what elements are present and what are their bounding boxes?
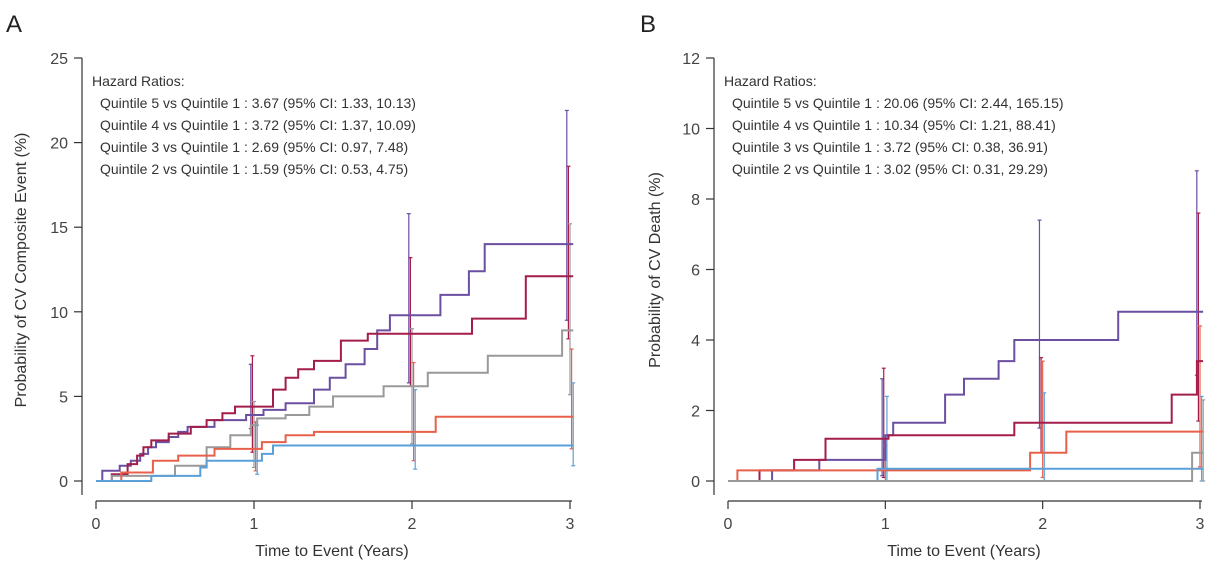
y-tick-label: 2 (691, 404, 700, 421)
x-tick-label: 2 (1038, 516, 1047, 533)
x-tick-label: 0 (92, 516, 101, 533)
x-tick-label: 1 (250, 516, 259, 533)
series-line (96, 243, 574, 482)
series-line (96, 415, 574, 482)
series-line (728, 430, 1204, 482)
y-tick-label: 0 (691, 474, 700, 491)
x-tick-label: 3 (1196, 516, 1205, 533)
y-tick-label: 12 (682, 51, 700, 68)
y-tick-label: 0 (59, 474, 68, 491)
x-axis-title: Time to Event (Years) (887, 543, 1041, 560)
y-tick-label: 6 (691, 263, 700, 280)
y-axis-title: Probability of CV Composite Event (%) (13, 133, 30, 408)
ci-error-bar (413, 389, 418, 470)
hazard-ratio-title: Hazard Ratios: (92, 73, 185, 89)
hazard-ratio-line: Quintile 2 vs Quintile 1 : 3.02 (95% CI:… (732, 161, 1048, 177)
hazard-ratio-line: Quintile 4 vs Quintile 1 : 10.34 (95% CI… (732, 117, 1056, 133)
y-tick-label: 8 (691, 192, 700, 209)
y-tick-label: 20 (50, 136, 68, 153)
y-tick-label: 15 (50, 220, 68, 237)
panel-a: A 0 5 10 15 20 25 0 1 2 3 Time to Event (Years) P… (6, 11, 576, 560)
x-tick-label: 0 (724, 516, 733, 533)
x-tick-label: 2 (408, 516, 417, 533)
hazard-ratio-line: Quintile 2 vs Quintile 1 : 1.59 (95% CI:… (100, 161, 408, 177)
hazard-ratio-line: Quintile 5 vs Quintile 1 : 20.06 (95% CI… (732, 95, 1064, 111)
x-tick-label: 1 (881, 516, 890, 533)
hazard-ratio-line: Quintile 4 vs Quintile 1 : 3.72 (95% CI:… (100, 117, 416, 133)
y-tick-label: 25 (50, 51, 68, 68)
series-line (96, 444, 574, 482)
x-tick-label: 3 (566, 516, 575, 533)
series-lines-b (728, 310, 1204, 482)
hazard-ratio-box-b: Hazard Ratios: Quintile 5 vs Quintile 1 … (724, 73, 1064, 177)
y-tick-label: 10 (50, 305, 68, 322)
hazard-ratio-line: Quintile 5 vs Quintile 1 : 3.67 (95% CI:… (100, 95, 416, 111)
hazard-ratio-line: Quintile 3 vs Quintile 1 : 2.69 (95% CI:… (100, 139, 408, 155)
hazard-ratio-box-a: Hazard Ratios: Quintile 5 vs Quintile 1 … (92, 73, 416, 177)
ci-error-bar (571, 382, 576, 467)
axes-a: 0 5 10 15 20 25 0 1 2 3 (50, 51, 574, 533)
panel-label: B (640, 11, 656, 38)
series-line (728, 310, 1204, 482)
y-tick-label: 4 (691, 333, 700, 350)
x-axis-title: Time to Event (Years) (255, 543, 409, 560)
panel-label: A (6, 11, 22, 38)
hazard-ratio-line: Quintile 3 vs Quintile 1 : 3.72 (95% CI:… (732, 139, 1048, 155)
y-axis-title: Probability of CV Death (%) (647, 172, 664, 368)
y-tick-label: 10 (682, 122, 700, 139)
series-line (728, 451, 1204, 482)
series-line (96, 275, 574, 482)
hazard-ratio-title: Hazard Ratios: (724, 73, 817, 89)
series-line (96, 329, 574, 482)
ci-error-bar (1201, 399, 1206, 482)
series-lines-a (96, 243, 574, 482)
y-tick-label: 5 (59, 389, 68, 406)
error-bars-a (248, 109, 576, 475)
